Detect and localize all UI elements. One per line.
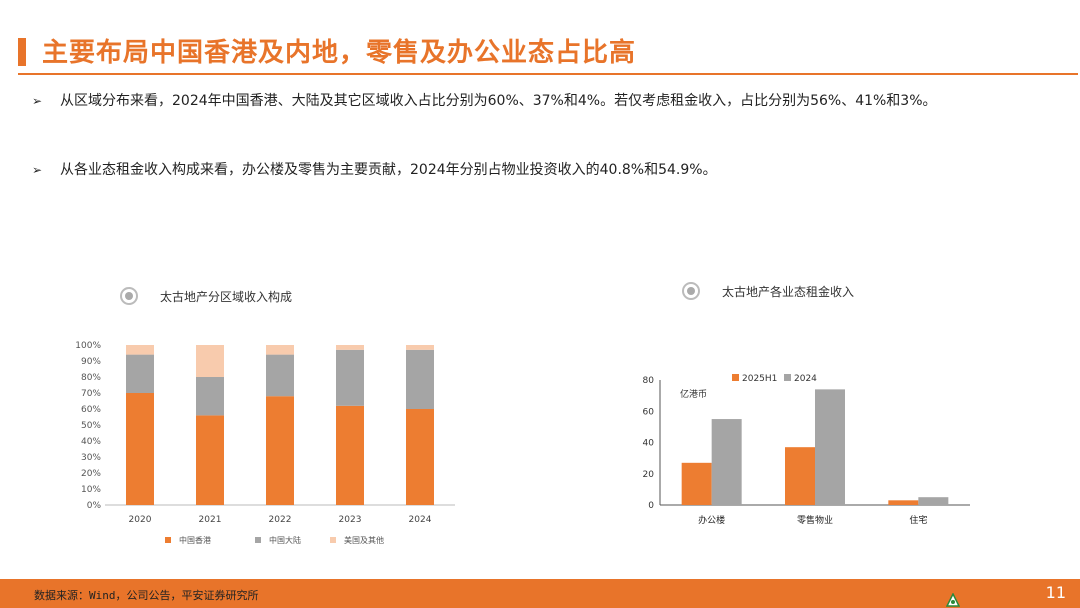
bar (918, 497, 949, 505)
page-number: 11 (1045, 583, 1066, 602)
bar-segment (336, 349, 364, 406)
title-accent (18, 38, 26, 66)
logo-icon (946, 593, 960, 607)
y-tick-label: 80% (81, 373, 101, 383)
y-tick-label: 0 (648, 501, 654, 511)
bar-segment (406, 349, 434, 409)
chart-title: 太古地产分区域收入构成 (160, 290, 293, 304)
bar-segment (266, 354, 294, 397)
footer-bar: 数据来源：Wind，公司公告，平安证券研究所 11 (0, 579, 1080, 608)
bar-segment (126, 345, 154, 355)
y-tick-label: 90% (81, 357, 101, 367)
x-tick-label: 2022 (269, 515, 292, 525)
bar-segment (266, 396, 294, 505)
bar-segment (406, 345, 434, 350)
y-tick-label: 10% (81, 485, 101, 495)
x-tick-label: 2020 (129, 515, 152, 525)
bar (785, 447, 815, 505)
bullet-text: 从区域分布来看，2024年中国香港、大陆及其它区域收入占比分别为60%、37%和… (60, 93, 937, 109)
bar-segment (336, 345, 364, 350)
bar (888, 500, 919, 505)
x-tick-label: 住宅 (909, 514, 927, 526)
unit-label: 亿港币 (680, 388, 707, 400)
data-source: 数据来源：Wind，公司公告，平安证券研究所 (34, 589, 259, 602)
x-tick-label: 办公楼 (698, 514, 725, 526)
x-tick-label: 零售物业 (797, 514, 833, 526)
y-tick-label: 100% (75, 341, 101, 351)
y-tick-label: 20 (643, 470, 655, 480)
legend-label: 中国香港 (179, 535, 211, 545)
x-tick-label: 2023 (339, 515, 362, 525)
legend-swatch (165, 537, 171, 543)
x-tick-label: 2021 (199, 515, 222, 525)
y-tick-label: 0% (87, 501, 102, 511)
region-revenue-chart: 0% 10% 20% 30% 40% 50% 60% 70% 80% 90% 100% 2020 202… (75, 341, 455, 545)
bar-segment (266, 345, 294, 355)
bar (815, 389, 845, 505)
x-tick-label: 2024 (409, 515, 432, 525)
legend-label: 2024 (794, 374, 817, 384)
y-tick-label: 40% (81, 437, 101, 447)
arrow-bullet-icon: ➢ (32, 94, 43, 108)
y-tick-label: 40 (643, 439, 655, 449)
legend-label: 中国大陆 (269, 535, 301, 545)
bar-segment (196, 345, 224, 377)
legend-swatch (784, 374, 791, 381)
y-tick-label: 50% (81, 421, 101, 431)
legend-swatch (255, 537, 261, 543)
page-title: 主要布局中国香港及内地，零售及办公业态占比高 (42, 38, 637, 68)
bullet-text: 从各业态租金收入构成来看，办公楼及零售为主要贡献，2024年分别占物业投资收入的… (60, 162, 717, 178)
bar (711, 419, 742, 505)
legend-swatch (330, 537, 336, 543)
y-tick-label: 80 (643, 376, 655, 386)
chart-bullet-icon (120, 287, 138, 305)
bar (681, 462, 712, 505)
chart-bullet-icon (682, 282, 700, 300)
y-tick-label: 70% (81, 389, 101, 399)
bar-segment (126, 393, 154, 505)
bullet-item: ➢ 从区域分布来看，2024年中国香港、大陆及其它区域收入占比分别为60%、37… (32, 90, 1052, 112)
y-tick-label: 30% (81, 453, 101, 463)
bar-segment (126, 354, 154, 393)
legend-label: 2025H1 (742, 374, 777, 384)
y-tick-label: 20% (81, 469, 101, 479)
bullet-item: ➢ 从各业态租金收入构成来看，办公楼及零售为主要贡献，2024年分别占物业投资收… (32, 159, 1052, 181)
legend-label: 美国及其他 (344, 535, 384, 545)
title-bar: 主要布局中国香港及内地，零售及办公业态占比高 (0, 0, 1080, 76)
y-tick-label: 60% (81, 405, 101, 415)
bar-segment (196, 415, 224, 505)
arrow-bullet-icon: ➢ (32, 163, 43, 177)
chart-title: 太古地产各业态租金收入 (722, 285, 855, 299)
legend-swatch (732, 374, 739, 381)
bar-segment (406, 409, 434, 505)
title-divider (18, 73, 1078, 75)
y-tick-label: 60 (643, 407, 655, 417)
bar-segment (196, 377, 224, 416)
bar-segment (336, 405, 364, 505)
